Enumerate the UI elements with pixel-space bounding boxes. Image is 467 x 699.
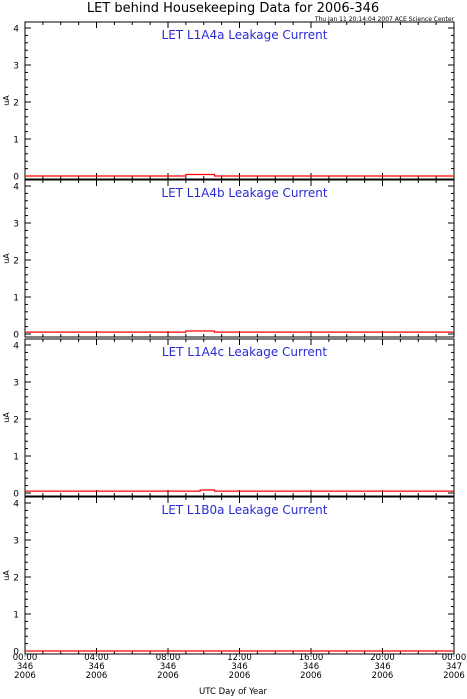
x-axis: 00:00346200604:00346200608:00346200612:0…: [13, 653, 467, 681]
x-tick-label: 04:00: [84, 653, 109, 663]
y-tick-label: 1: [13, 136, 19, 146]
chart-title: LET behind Housekeeping Data for 2006-34…: [87, 1, 379, 16]
panel-frame: [24, 496, 455, 655]
panel-frame: [24, 179, 455, 338]
panel-title: LET L1A4a Leakage Current: [162, 28, 328, 42]
y-tick-label: 2: [13, 574, 19, 584]
x-tick-label: 2006: [229, 671, 251, 681]
series-line: [25, 489, 454, 492]
panel-title: LET L1A4b Leakage Current: [161, 186, 327, 200]
y-tick-label: 1: [13, 453, 19, 463]
x-tick-label: 08:00: [156, 653, 181, 663]
y-axis-label: uA: [2, 95, 11, 106]
x-tick-label: 2006: [157, 671, 179, 681]
x-tick-label: 346: [17, 662, 33, 672]
y-tick-label: 4: [13, 342, 19, 352]
x-tick-label: 347: [446, 662, 462, 672]
x-tick-label: 346: [374, 662, 390, 672]
panel-frame: [24, 21, 455, 180]
panel-4: 0 1 2 3 4 uA LET L1B0a Leakage Current: [2, 496, 455, 658]
y-tick-label: 0: [13, 490, 19, 500]
y-tick-label: 0: [13, 648, 19, 658]
y-tick-label: 3: [13, 537, 19, 547]
x-tick-label: 346: [88, 662, 104, 672]
x-tick-label: 346: [160, 662, 176, 672]
y-tick-label: 0: [13, 331, 19, 341]
y-axis-label: uA: [2, 253, 11, 264]
panel-title: LET L1B0a Leakage Current: [162, 503, 328, 517]
generation-timestamp: Thu Jan 11 20:14:04 2007 ACE Science Cen…: [314, 16, 455, 23]
y-axis-label: uA: [2, 570, 11, 581]
x-tick-label: 2006: [372, 671, 394, 681]
panel-frame: [24, 338, 455, 497]
x-tick-label: 2006: [443, 671, 465, 681]
y-axis-label: uA: [2, 412, 11, 423]
x-tick-label: 346: [231, 662, 247, 672]
y-tick-label: 4: [13, 25, 19, 35]
x-tick-label: 346: [303, 662, 319, 672]
x-tick-label: 12:00: [227, 653, 252, 663]
y-tick-label: 4: [13, 500, 19, 510]
x-tick-label: 2006: [14, 671, 36, 681]
x-tick-label: 00:00: [442, 653, 467, 663]
panel-2: 0 1 2 3 4 uA LET L1A4b Leakage Current: [2, 179, 455, 341]
y-tick-label: 0: [13, 173, 19, 183]
x-tick-label: 2006: [300, 671, 322, 681]
x-axis-label: UTC Day of Year: [199, 687, 267, 697]
y-tick-label: 2: [13, 416, 19, 426]
x-tick-label: 20:00: [370, 653, 395, 663]
y-tick-label: 4: [13, 183, 19, 193]
series-line: [25, 330, 454, 333]
panel-3: 0 1 2 3 4 uA LET L1A4c Leakage Current: [2, 338, 455, 500]
y-tick-label: 1: [13, 294, 19, 304]
panel-title: LET L1A4c Leakage Current: [162, 345, 327, 359]
y-tick-label: 3: [13, 220, 19, 230]
x-tick-label: 00:00: [13, 653, 38, 663]
series-line: [25, 173, 454, 177]
y-tick-label: 3: [13, 62, 19, 72]
y-tick-label: 1: [13, 611, 19, 621]
x-tick-label: 16:00: [299, 653, 324, 663]
y-tick-label: 2: [13, 257, 19, 267]
x-tick-label: 2006: [86, 671, 108, 681]
y-tick-label: 2: [13, 99, 19, 109]
chart-panels: 0 1 2 3 4 uA LET L1A4a Leakage Current 0 1 2 3 4 uA L…: [2, 21, 455, 658]
panel-1: 0 1 2 3 4 uA LET L1A4a Leakage Current: [2, 21, 455, 183]
y-tick-label: 3: [13, 379, 19, 389]
